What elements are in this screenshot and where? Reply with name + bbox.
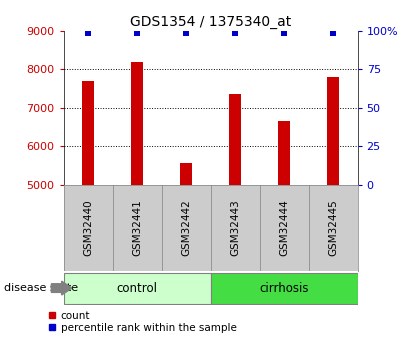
- Bar: [327, 77, 339, 185]
- Bar: [64, 273, 210, 304]
- Text: GSM32443: GSM32443: [230, 199, 240, 256]
- Title: GDS1354 / 1375340_at: GDS1354 / 1375340_at: [130, 14, 291, 29]
- Text: control: control: [117, 282, 158, 295]
- Text: cirrhosis: cirrhosis: [259, 282, 309, 295]
- Bar: [180, 164, 192, 185]
- Bar: [82, 81, 94, 185]
- Text: GSM32444: GSM32444: [279, 199, 289, 256]
- Bar: [229, 95, 241, 185]
- Text: GSM32440: GSM32440: [83, 199, 93, 256]
- Text: GSM32441: GSM32441: [132, 199, 142, 256]
- Text: GSM32442: GSM32442: [181, 199, 191, 256]
- Text: GSM32445: GSM32445: [328, 199, 338, 256]
- Bar: [278, 121, 290, 185]
- Bar: [131, 62, 143, 185]
- Bar: [211, 273, 358, 304]
- Text: disease state: disease state: [4, 283, 78, 293]
- Legend: count, percentile rank within the sample: count, percentile rank within the sample: [48, 310, 237, 333]
